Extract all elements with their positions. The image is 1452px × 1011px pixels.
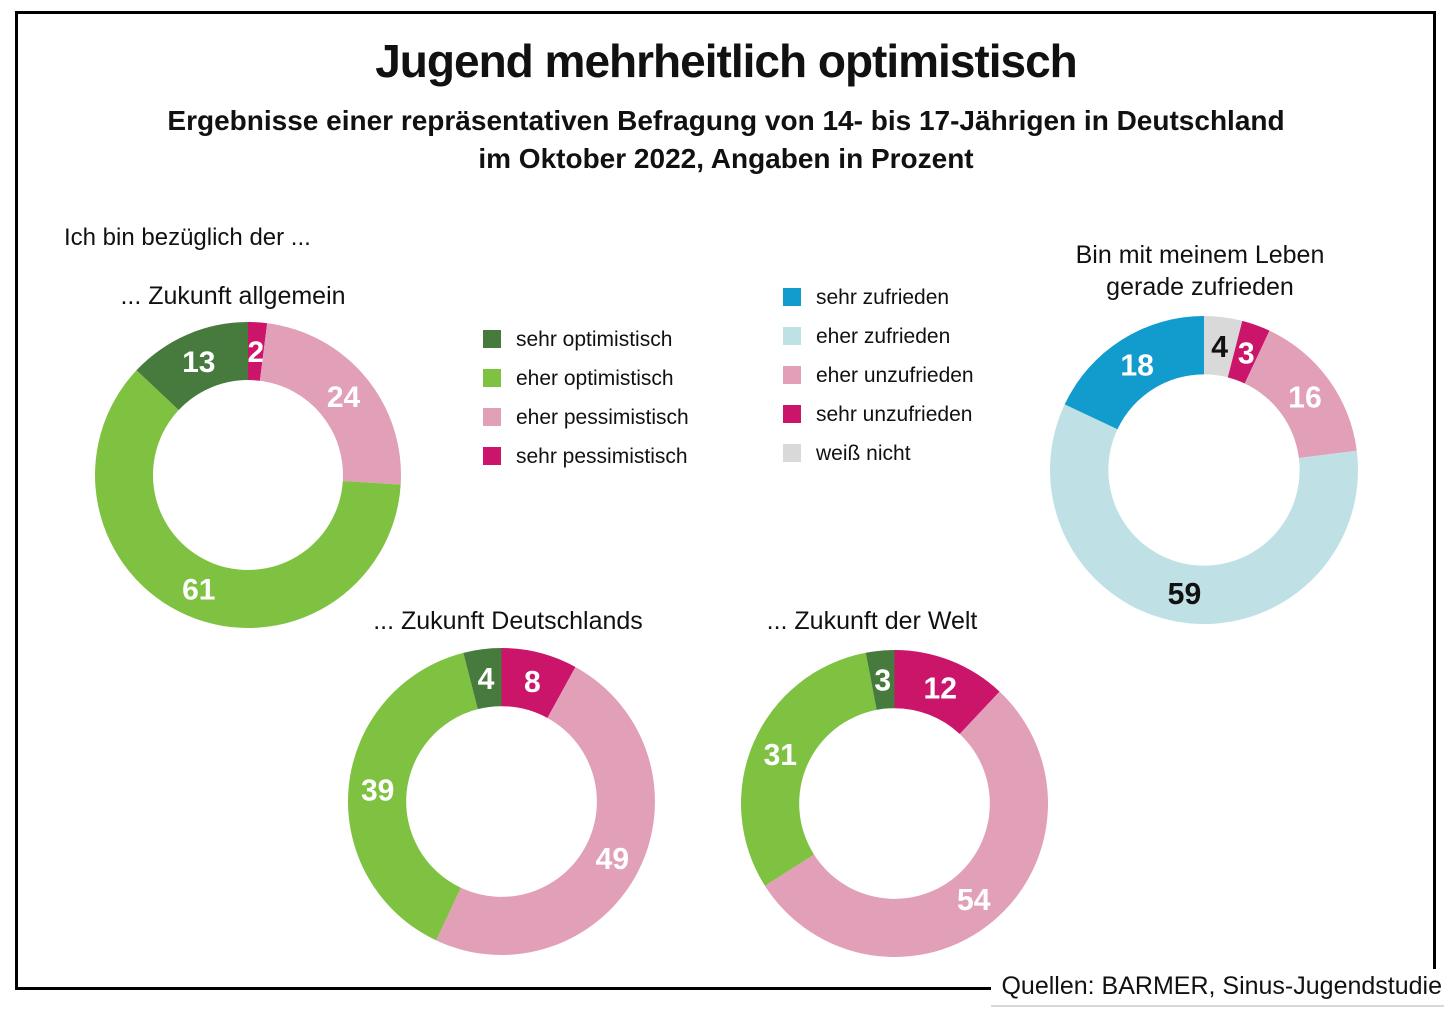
segment-value-label: 4	[1211, 331, 1228, 364]
chart-title-zukunft-deutschlands: ... Zukunft Deutschlands	[373, 607, 643, 635]
legend-label: eher pessimistisch	[516, 405, 689, 429]
legend-label: eher zufrieden	[816, 324, 951, 348]
legend-satisfaction: sehr zufrieden eher zufrieden eher unzuf…	[783, 285, 974, 483]
donut-chart-zukunft-der-welt: 12 54 31 3	[741, 650, 1049, 958]
segment-value-label: 49	[596, 843, 629, 876]
segment-value-label: 4	[478, 663, 495, 696]
segment-value-label: 13	[182, 346, 215, 379]
donut-segment-eher-optimistisch	[95, 370, 401, 628]
segment-value-label: 59	[1168, 578, 1202, 611]
legend-label: eher optimistisch	[516, 366, 674, 390]
segment-value-label: 16	[1288, 381, 1322, 414]
subtitle-line-1: Ergebnisse einer repräsentativen Befragu…	[167, 105, 1285, 136]
donut-segment-eher-pessimistisch	[764, 691, 1049, 958]
legend-swatch-sehr-zufrieden	[783, 288, 801, 306]
donut-segment-wei-nicht	[1204, 316, 1243, 378]
donut-segment-sehr-pessimistisch	[248, 322, 268, 381]
donut-segment-sehr-optimistisch	[136, 322, 248, 410]
segment-value-label: 39	[361, 775, 394, 808]
donut-segment-eher-zufrieden	[1049, 404, 1358, 625]
legend-swatch-eher-zufrieden	[783, 327, 801, 345]
legend-item-sehr-pessimistisch: sehr pessimistisch	[483, 444, 689, 468]
segment-value-label: 3	[1238, 337, 1255, 370]
intro-label: Ich bin bezüglich der ...	[64, 224, 311, 251]
chart-title-leben-zufrieden: Bin mit meinem Leben gerade zufrieden	[1076, 239, 1325, 303]
chart-title-line-2: gerade zufrieden	[1106, 273, 1294, 301]
legend-item-sehr-unzufrieden: sehr unzufrieden	[783, 402, 974, 426]
donut-segment-eher-pessimistisch	[436, 666, 655, 955]
segment-value-label: 18	[1120, 349, 1154, 382]
donut-segment-sehr-pessimistisch	[894, 650, 1000, 735]
border-frame	[15, 11, 1436, 990]
legend-label: sehr optimistisch	[516, 327, 673, 351]
legend-item-eher-pessimistisch: eher pessimistisch	[483, 405, 689, 429]
legend-item-sehr-optimistisch: sehr optimistisch	[483, 327, 689, 351]
donut-segment-sehr-optimistisch	[463, 648, 502, 710]
donut-segment-sehr-pessimistisch	[501, 648, 576, 718]
segment-value-label: 3	[874, 665, 891, 698]
donut-segment-eher-unzufrieden	[1244, 330, 1357, 459]
segment-value-label: 24	[327, 381, 361, 414]
donut-segment-eher-optimistisch	[348, 652, 478, 941]
chart-title-zukunft-der-welt: ... Zukunft der Welt	[766, 607, 978, 635]
legend-swatch-sehr-unzufrieden	[783, 405, 801, 423]
segment-value-label: 31	[764, 739, 797, 772]
legend-swatch-eher-pessimistisch	[483, 408, 501, 426]
subtitle-line-2: im Oktober 2022, Angaben in Prozent	[478, 143, 974, 174]
legend-label: sehr pessimistisch	[516, 444, 688, 468]
chart-title-line-1: Bin mit meinem Leben	[1075, 241, 1325, 269]
legend-optimism: sehr optimistisch eher optimistisch eher…	[483, 327, 689, 486]
source-credit: Quellen: BARMER, Sinus-Jugendstudie	[991, 969, 1444, 1007]
legend-item-weiss-nicht: weiß nicht	[783, 441, 974, 465]
segment-value-label: 8	[524, 666, 541, 699]
legend-item-eher-unzufrieden: eher unzufrieden	[783, 363, 974, 387]
segment-value-label: 54	[957, 884, 991, 917]
donut-chart-zukunft-deutschlands: 8 49 39 4	[348, 648, 655, 955]
legend-label: weiß nicht	[816, 441, 911, 465]
donut-chart-leben-zufrieden: 4 3 16 59 18	[1049, 316, 1358, 625]
donut-segment-sehr-optimistisch	[865, 650, 895, 710]
segment-value-label: 61	[182, 574, 215, 607]
legend-item-sehr-zufrieden: sehr zufrieden	[783, 285, 974, 309]
chart-title-zukunft-allgemein: ... Zukunft allgemein	[120, 282, 346, 310]
legend-label: eher unzufrieden	[816, 363, 974, 387]
donut-segment-sehr-zufrieden	[1064, 316, 1204, 430]
legend-item-eher-zufrieden: eher zufrieden	[783, 324, 974, 348]
segment-value-label: 12	[924, 673, 957, 706]
legend-item-eher-optimistisch: eher optimistisch	[483, 366, 689, 390]
legend-swatch-eher-optimistisch	[483, 369, 501, 387]
legend-swatch-sehr-optimistisch	[483, 330, 501, 348]
legend-label: sehr zufrieden	[816, 285, 950, 309]
donut-segment-eher-pessimistisch	[259, 323, 402, 485]
legend-swatch-weiss-nicht	[783, 444, 801, 462]
header: Jugend mehrheitlich optimistisch Ergebni…	[0, 34, 1452, 178]
legend-swatch-eher-unzufrieden	[783, 366, 801, 384]
donut-segment-sehr-unzufrieden	[1227, 320, 1270, 384]
legend-label: sehr unzufrieden	[816, 402, 973, 426]
segment-value-label: 2	[247, 336, 264, 369]
page-title: Jugend mehrheitlich optimistisch	[375, 35, 1078, 87]
donut-segment-eher-optimistisch	[741, 652, 877, 886]
legend-swatch-sehr-pessimistisch	[483, 447, 501, 465]
donut-chart-zukunft-allgemein: 2 24 61 13	[95, 322, 402, 628]
